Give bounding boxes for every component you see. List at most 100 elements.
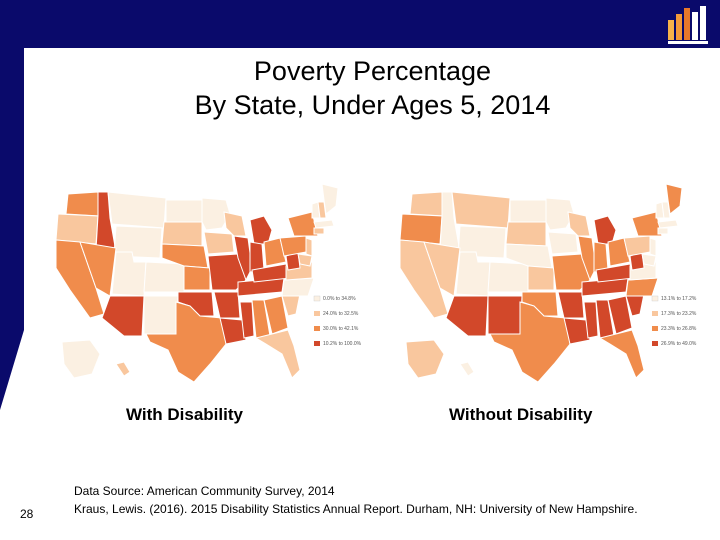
state-OR (399, 213, 443, 245)
state-KS (527, 265, 555, 291)
header-bar (0, 0, 720, 48)
state-MA (657, 219, 679, 229)
state-IA (203, 231, 235, 255)
bar-chart-logo-icon (668, 6, 708, 44)
state-SD (505, 221, 547, 247)
state-TX (489, 301, 571, 383)
state-AK (61, 339, 101, 379)
state-OR (55, 213, 99, 245)
state-UT (111, 251, 147, 297)
state-MS (239, 301, 255, 339)
state-NY (631, 211, 663, 237)
page-number: 28 (20, 507, 34, 521)
legend-label-1: 0.0% to 34.8% (323, 296, 356, 302)
state-OH (263, 237, 287, 267)
slide-title-line1: Poverty Percentage (253, 56, 492, 86)
state-MN (545, 197, 575, 231)
state-ND (165, 199, 203, 223)
legend-swatch-4 (314, 341, 320, 346)
state-MD (641, 253, 657, 267)
state-KS (183, 265, 211, 291)
legend-swatch-1 (651, 295, 659, 302)
state-PA (279, 235, 307, 257)
state-MT (107, 191, 167, 229)
state-LA (563, 317, 591, 345)
state-PA (623, 235, 651, 257)
state-WI (567, 211, 591, 237)
legend-swatch-1 (313, 295, 321, 302)
legend-with-disability: 0.0% to 34.8% 24.0% to 32.5% 30.0% to 42… (313, 295, 362, 347)
state-UT (455, 251, 491, 297)
state-NC (281, 277, 315, 297)
state-NM (487, 295, 523, 335)
legend-label-2: 17.3% to 23.2% (661, 311, 697, 317)
state-IA (547, 231, 579, 255)
state-MN (201, 197, 231, 231)
state-AR (213, 291, 241, 319)
state-CO (143, 261, 185, 293)
state-GA (263, 295, 289, 335)
state-NJ (305, 237, 313, 257)
state-AZ (101, 295, 145, 337)
state-GA (607, 295, 633, 335)
state-MA (313, 219, 335, 229)
legend-without-disability: 13.1% to 17.2% 17.3% to 23.2% 23.3% to 2… (651, 295, 697, 347)
state-IL (577, 235, 597, 282)
state-MD (297, 253, 313, 267)
state-HI (115, 361, 131, 377)
state-WA (65, 191, 101, 217)
caption-with-disability: With Disability (126, 405, 243, 424)
state-IN (593, 241, 609, 273)
state-WA (409, 191, 445, 217)
state-WY (113, 225, 163, 259)
state-AR (557, 291, 585, 319)
state-TX (145, 301, 227, 383)
legend-label-2: 24.0% to 32.5% (323, 311, 359, 317)
state-ME (665, 183, 683, 215)
state-SD (161, 221, 203, 247)
state-CO (487, 261, 529, 293)
state-OH (607, 237, 631, 267)
state-NY (287, 211, 319, 237)
state-NH (661, 201, 671, 219)
state-NC (625, 277, 659, 297)
state-NH (317, 201, 327, 219)
state-HI (459, 361, 475, 377)
us-map-without-disability: 13.1% to 17.2% 17.3% to 23.2% 23.3% to 2… (399, 183, 697, 383)
legend-label-3: 23.3% to 26.8% (661, 326, 697, 332)
state-ND (509, 199, 547, 223)
state-NM (143, 295, 179, 335)
state-WI (223, 211, 247, 237)
legend-swatch-3 (314, 326, 320, 331)
state-MI (593, 215, 617, 245)
legend-label-1: 13.1% to 17.2% (661, 296, 697, 302)
state-FL (254, 329, 301, 379)
state-MS (583, 301, 599, 339)
state-AK (405, 339, 445, 379)
left-frame-bar (0, 0, 24, 330)
state-IL (233, 235, 253, 282)
legend-label-4: 10.2% to 100.0% (323, 341, 362, 347)
slide-title-line2: By State, Under Ages 5, 2014 (194, 90, 551, 120)
legend-swatch-4 (652, 341, 658, 346)
left-frame-slant (0, 330, 24, 410)
legend-label-3: 30.0% to 42.1% (323, 326, 359, 332)
data-source-line: Data Source: American Community Survey, … (74, 484, 335, 498)
us-map-with-disability: 0.0% to 34.8% 24.0% to 32.5% 30.0% to 42… (55, 183, 362, 383)
legend-swatch-2 (652, 311, 658, 316)
state-AZ (445, 295, 489, 337)
state-WY (457, 225, 507, 259)
state-CT (313, 227, 325, 235)
state-CT (657, 227, 669, 235)
state-NJ (649, 237, 657, 257)
state-ME (321, 183, 339, 215)
legend-swatch-3 (652, 326, 658, 331)
state-FL (598, 329, 645, 379)
caption-without-disability: Without Disability (449, 405, 593, 424)
state-LA (219, 317, 247, 345)
state-IN (249, 241, 265, 273)
citation-line: Kraus, Lewis. (2016). 2015 Disability St… (74, 502, 638, 516)
legend-label-4: 26.9% to 49.0% (661, 341, 697, 347)
legend-swatch-2 (314, 311, 320, 316)
state-MI (249, 215, 273, 245)
